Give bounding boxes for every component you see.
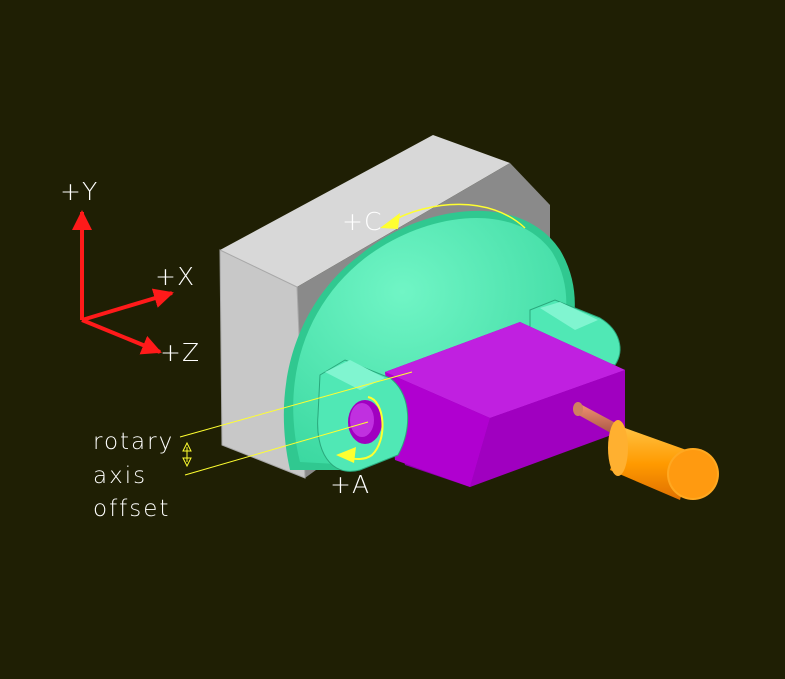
workpiece [385, 322, 625, 487]
z-axis-arrow [81, 318, 162, 355]
caption-axis: axis [93, 463, 147, 489]
c-axis-arrow [380, 203, 526, 229]
offset-annotation [179, 371, 413, 476]
caption-rotary: rotary [93, 429, 174, 455]
y-axis-label: +Y [60, 177, 98, 206]
front-clamp [317, 359, 409, 472]
xyz-axis-triad [72, 210, 174, 355]
x-axis-arrow [81, 288, 174, 322]
a-axis-arrow [336, 396, 384, 463]
a-axis-label: +A [330, 470, 370, 499]
caption-offset: offset [93, 496, 170, 522]
x-axis-label: +X [155, 262, 195, 291]
c-axis-label: +C [342, 207, 382, 236]
z-axis-label: +Z [160, 338, 200, 367]
spindle-tool [573, 402, 719, 500]
